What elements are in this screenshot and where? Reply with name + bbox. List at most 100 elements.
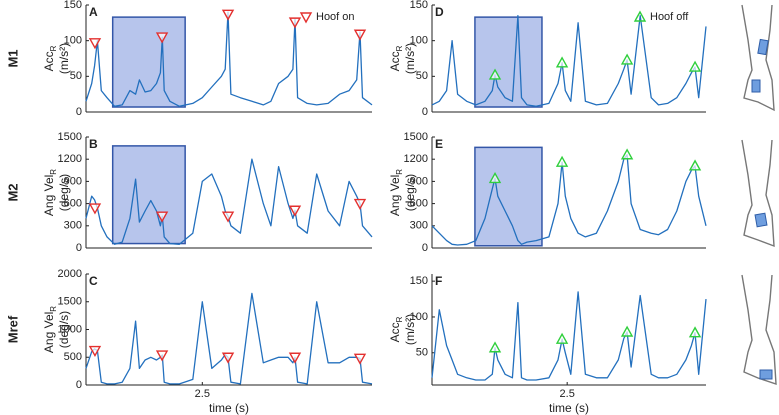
panel-label: B xyxy=(89,137,98,151)
y-axis-label-unit: (deg/s) xyxy=(57,174,71,211)
highlight-region xyxy=(474,16,543,108)
event-marker xyxy=(155,350,169,362)
legend-label: Hoof on xyxy=(316,11,355,23)
y-tick-label: 100 xyxy=(64,35,82,47)
event-marker xyxy=(221,352,235,364)
y-axis-label-unit: (deg/s) xyxy=(57,311,71,348)
y-tick-label: 900 xyxy=(64,175,82,187)
y-axis-label: AccR xyxy=(388,316,404,342)
y-tick-label: 0 xyxy=(422,106,428,118)
y-tick-label: 0 xyxy=(76,242,82,254)
event-marker xyxy=(688,159,702,171)
row-label: M2 xyxy=(5,183,20,201)
y-tick-label: 100 xyxy=(410,35,428,47)
y-tick-label: 1000 xyxy=(58,323,82,335)
y-tick-label: 1500 xyxy=(404,131,428,143)
event-marker xyxy=(488,171,502,184)
event-marker xyxy=(488,68,502,80)
leg-illustration-2 xyxy=(741,139,775,248)
y-axis-label-sub: R xyxy=(395,169,404,175)
event-marker xyxy=(620,148,634,160)
event-marker xyxy=(353,198,367,211)
y-tick-label: 150 xyxy=(410,275,428,287)
event-marker xyxy=(288,205,302,217)
legend-marker xyxy=(299,12,313,24)
y-tick-label: 2000 xyxy=(58,268,82,280)
y-tick-label: 600 xyxy=(64,198,82,210)
highlight-region xyxy=(111,145,186,245)
event-marker xyxy=(353,29,367,41)
event-marker xyxy=(88,345,102,358)
panel-label: F xyxy=(435,274,442,288)
y-tick-label: 300 xyxy=(64,220,82,232)
event-marker xyxy=(288,352,302,364)
signal-line xyxy=(85,158,373,245)
leg-illustration-3 xyxy=(741,274,777,385)
leg-illustration-1 xyxy=(741,4,775,112)
legend-label: Hoof off xyxy=(650,11,689,23)
y-axis-label: AccR xyxy=(42,45,58,71)
y-axis-label-main: Acc xyxy=(388,51,402,71)
y-tick-label: 150 xyxy=(64,0,82,11)
event-marker xyxy=(688,326,702,338)
legend-marker xyxy=(633,10,647,22)
y-axis-label-main: Ang Vel xyxy=(42,175,56,216)
y-axis-label-unit: (deg/s) xyxy=(403,174,417,211)
y-tick-label: 50 xyxy=(70,70,82,82)
highlight-region xyxy=(111,16,186,108)
event-marker xyxy=(88,38,102,50)
event-marker xyxy=(688,60,702,72)
y-axis-label-unit: (m/s²) xyxy=(57,43,71,74)
event-marker xyxy=(555,332,569,344)
y-tick-label: 1200 xyxy=(58,153,82,165)
row-label: M1 xyxy=(5,49,20,67)
y-axis-label: Ang VelR xyxy=(388,169,404,216)
y-tick-label: 50 xyxy=(416,70,428,82)
row-label: Mref xyxy=(5,315,20,343)
panel-label: E xyxy=(435,137,443,151)
y-axis-label-main: Acc xyxy=(42,51,56,71)
y-tick-label: 500 xyxy=(64,351,82,363)
y-tick-label: 150 xyxy=(410,0,428,11)
y-tick-label: 900 xyxy=(410,175,428,187)
y-axis-label-sub: R xyxy=(395,316,404,322)
y-axis-label: Ang VelR xyxy=(42,306,58,353)
y-axis-label-sub: R xyxy=(49,45,58,51)
y-tick-label: 0 xyxy=(76,379,82,391)
y-axis-label-sub: R xyxy=(49,169,58,175)
y-tick-label: 100 xyxy=(410,311,428,323)
y-axis-label-unit: (m/s²) xyxy=(403,314,417,345)
panel-label: C xyxy=(89,274,98,288)
event-marker xyxy=(155,211,169,223)
panel-label: A xyxy=(89,5,98,19)
signal-line xyxy=(431,291,707,381)
y-axis-label: Ang VelR xyxy=(42,169,58,216)
x-tick-label: 2.5 xyxy=(195,388,210,400)
signal-line xyxy=(85,11,373,107)
y-axis-label-main: Ang Vel xyxy=(42,312,56,353)
y-tick-label: 50 xyxy=(416,347,428,359)
signal-line xyxy=(85,292,373,385)
y-axis-label: AccR xyxy=(388,45,404,71)
signal-line xyxy=(431,15,707,107)
y-axis-label-main: Ang Vel xyxy=(388,175,402,216)
event-marker xyxy=(488,341,502,353)
event-marker xyxy=(555,56,569,68)
event-marker xyxy=(155,32,169,44)
x-tick-label: 2.5 xyxy=(560,388,575,400)
y-axis-label-main: Acc xyxy=(388,322,402,342)
event-marker xyxy=(555,155,569,167)
signal-line xyxy=(431,154,707,246)
x-axis-label: time (s) xyxy=(549,401,589,415)
event-marker xyxy=(620,325,634,337)
y-axis-label-sub: R xyxy=(395,45,404,51)
y-tick-label: 0 xyxy=(76,106,82,118)
event-marker xyxy=(353,353,367,365)
event-marker xyxy=(88,203,102,215)
y-tick-label: 1500 xyxy=(58,131,82,143)
highlight-region xyxy=(474,146,543,247)
y-tick-label: 1200 xyxy=(404,153,428,165)
x-axis-label: time (s) xyxy=(209,401,249,415)
y-axis-label-sub: R xyxy=(49,306,58,312)
